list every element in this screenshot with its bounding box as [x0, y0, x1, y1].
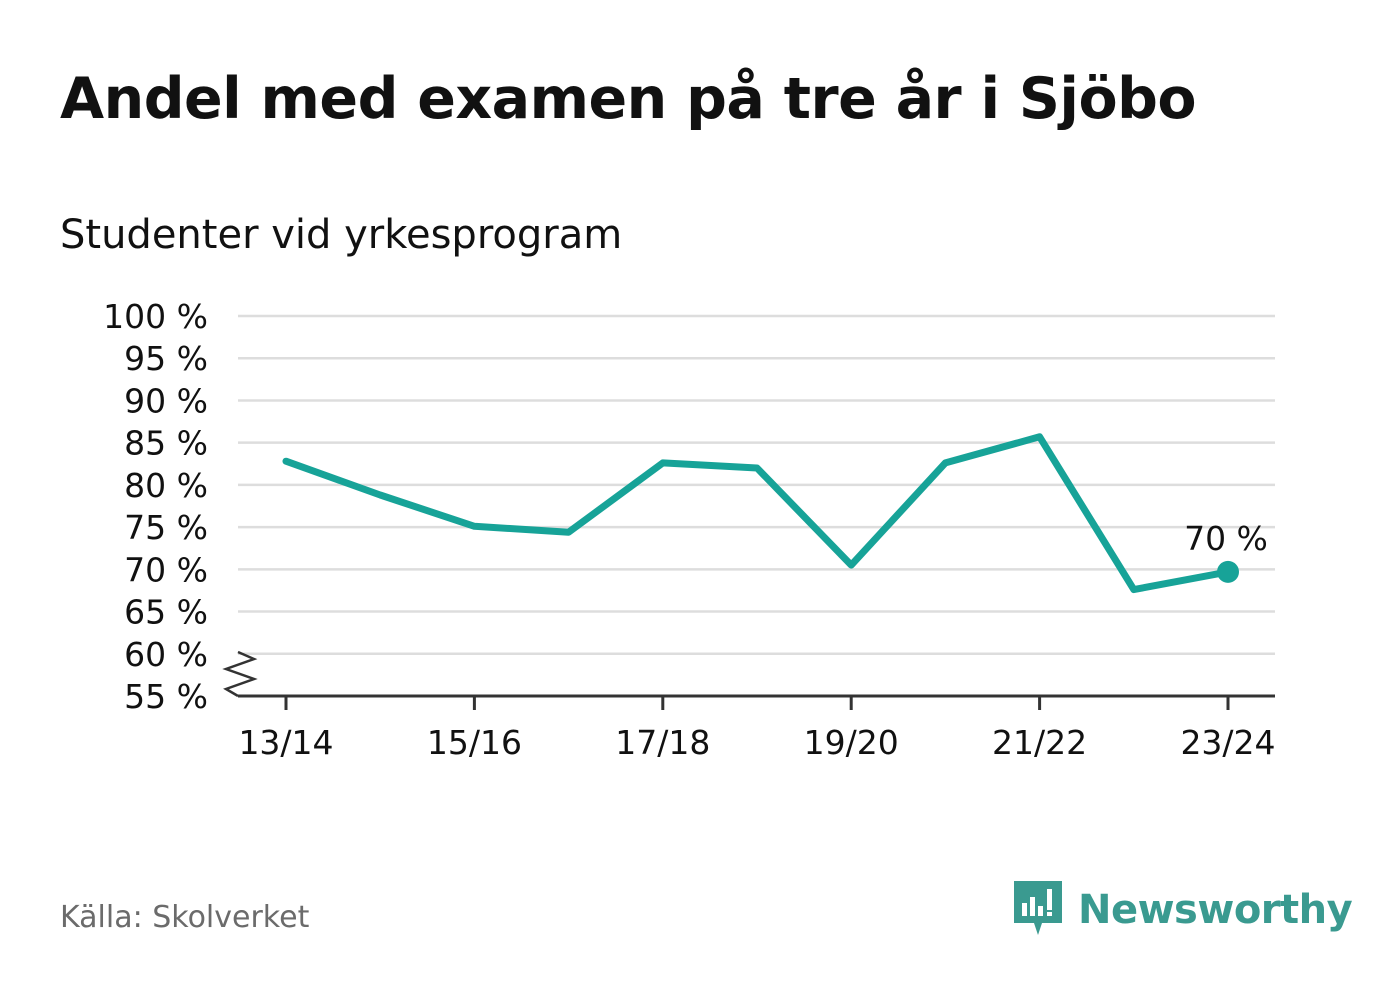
series-line: [282, 433, 1239, 594]
brand-name: Newsworthy: [1078, 887, 1353, 933]
y-tick-label: 75 %: [124, 508, 208, 547]
axis-break-marker: [222, 650, 258, 698]
y-axis-tick-labels: 55 %60 %65 % 70 %75 %80 %85 % 90 %95 %100 …: [103, 297, 208, 716]
y-tick-label: 90 %: [124, 381, 208, 420]
y-tick-label: 65 %: [124, 593, 208, 632]
x-axis-tick-labels: 13/14 15/16 17/18 19/20 21/22 23/24: [238, 723, 1275, 762]
grid-lines: [238, 314, 1275, 656]
bar-chart-speech-bubble-icon: [1012, 879, 1064, 941]
y-tick-label: 60 %: [124, 635, 208, 674]
x-tick-label: 17/18: [615, 723, 710, 762]
source-note: Källa: Skolverket: [60, 900, 310, 935]
end-value-label: 70 %: [1184, 519, 1268, 558]
x-tick-label: 13/14: [238, 723, 333, 762]
chart-title: Andel med examen på tre år i Sjöbo: [60, 66, 1197, 132]
end-point-marker: [1217, 560, 1239, 583]
y-tick-label: 70 %: [124, 550, 208, 589]
chart-subtitle: Studenter vid yrkesprogram: [60, 212, 623, 258]
x-tick-label: 15/16: [427, 723, 522, 762]
y-tick-label: 85 %: [124, 424, 208, 463]
x-tick-label: 21/22: [992, 723, 1087, 762]
x-tick-label: 19/20: [804, 723, 899, 762]
series-line-path: [282, 433, 1232, 594]
data-labels: 70 %: [1184, 519, 1268, 558]
y-tick-label: 100 %: [103, 297, 208, 336]
y-tick-label: 80 %: [124, 466, 208, 505]
x-tick-label: 23/24: [1180, 723, 1275, 762]
x-axis: [222, 650, 1275, 710]
y-tick-label: 55 %: [124, 677, 208, 716]
brand-logo: Newsworthy: [1012, 879, 1353, 941]
y-tick-label: 95 %: [124, 339, 208, 378]
